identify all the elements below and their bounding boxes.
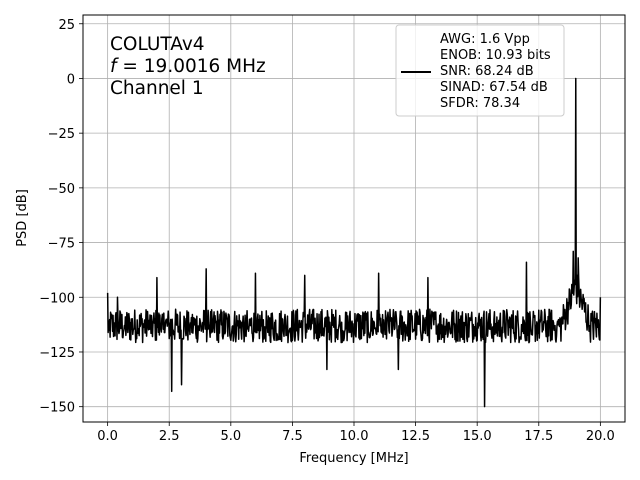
x-tick-label: 2.5 <box>159 429 180 444</box>
series-psd <box>106 77 602 408</box>
psd-trace <box>106 77 602 408</box>
legend-entry-sfdr: SFDR: 78.34 <box>440 96 520 111</box>
annotation-device: COLUTAv4 <box>110 34 205 55</box>
y-tick-label: −150 <box>39 401 75 416</box>
x-axis-label: Frequency [MHz] <box>299 451 408 466</box>
y-tick-label: −100 <box>39 291 75 306</box>
x-tick-label: 5.0 <box>220 429 241 444</box>
legend-entry-enob: ENOB: 10.93 bits <box>440 48 551 63</box>
x-tick-label: 17.5 <box>524 429 553 444</box>
y-tick-label: −125 <box>39 346 75 361</box>
legend-entry-awg: AWG: 1.6 Vpp <box>440 32 530 47</box>
y-axis-label: PSD [dB] <box>15 189 30 247</box>
x-tick-label: 20.0 <box>586 429 615 444</box>
annotation-frequency: f = 19.0016 MHz <box>110 56 266 77</box>
x-tick-label: 12.5 <box>401 429 430 444</box>
annotation-channel: Channel 1 <box>110 78 204 99</box>
annotation-frequency-value: = 19.0016 MHz <box>117 56 266 77</box>
legend-entry-sinad: SINAD: 67.54 dB <box>440 80 548 95</box>
legend-entry-snr: SNR: 68.24 dB <box>440 64 534 79</box>
y-tick-label: 25 <box>58 18 75 33</box>
x-tick-label: 15.0 <box>463 429 492 444</box>
annotation-frequency-var: f <box>110 56 119 77</box>
x-tick-label: 7.5 <box>282 429 303 444</box>
y-tick-label: −75 <box>48 237 75 252</box>
x-tick-label: 0.0 <box>97 429 118 444</box>
y-tick-label: −25 <box>48 127 75 142</box>
legend-box <box>395 24 565 117</box>
x-axis-ticks: 0.0 2.5 5.0 7.5 10.0 12.5 15.0 17.5 20.0 <box>97 422 615 444</box>
y-axis-ticks: 25 0 −25 −50 −75 −100 −125 −150 <box>39 18 83 416</box>
y-tick-label: −50 <box>48 182 75 197</box>
annotation: COLUTAv4 f = 19.0016 MHz Channel 1 <box>110 34 266 99</box>
x-tick-label: 10.0 <box>340 429 369 444</box>
legend: AWG: 1.6 Vpp ENOB: 10.93 bits SNR: 68.24… <box>395 24 565 117</box>
y-tick-label: 0 <box>67 72 75 87</box>
